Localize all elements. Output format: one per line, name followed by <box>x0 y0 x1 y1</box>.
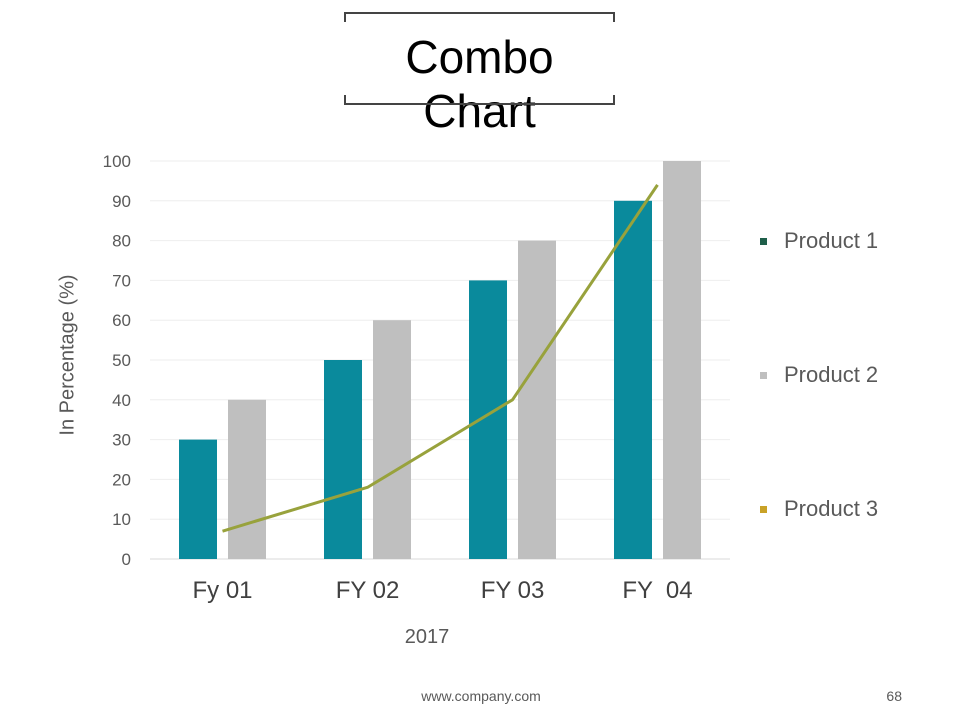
x-axis-label: 2017 <box>404 626 450 648</box>
bar-product-1-3 <box>469 280 507 559</box>
bar-product-1-1 <box>179 439 217 559</box>
legend-swatch-product-1 <box>760 237 767 245</box>
x-tick-label: FY 02 <box>336 577 400 604</box>
bar-product-2-4 <box>663 161 701 559</box>
line-product-3 <box>222 184 659 533</box>
legend-swatch-product-3 <box>760 505 767 513</box>
bar-product-1-2 <box>324 360 362 559</box>
y-tick-label: 0 <box>122 550 131 569</box>
title-frame: Combo Chart <box>344 12 615 137</box>
y-tick-label: 80 <box>112 232 131 251</box>
legend-label-product-3: Product 3 <box>784 496 879 521</box>
bar-product-2-1 <box>228 399 266 559</box>
y-tick-label: 10 <box>112 510 131 529</box>
y-tick-label: 100 <box>103 152 131 171</box>
x-tick-label: Fy 01 <box>192 577 252 604</box>
y-tick-label: 40 <box>112 391 131 410</box>
y-axis-label: In Percentage (%) <box>56 274 79 436</box>
y-tick-label: 90 <box>112 192 131 211</box>
y-tick-label: 30 <box>112 431 131 450</box>
x-tick-label: FY 04 <box>622 577 692 604</box>
title-bracket-top <box>344 12 615 22</box>
y-tick-label: 60 <box>112 311 131 330</box>
legend-item-product-2: Product 2 <box>760 362 878 388</box>
bar-product-2-2 <box>373 320 411 559</box>
legend-item-product-3: Product 3 <box>760 496 878 522</box>
y-tick-label: 20 <box>112 470 131 489</box>
page-number: 68 <box>886 688 902 704</box>
legend-swatch-product-2 <box>760 371 767 379</box>
legend-label-product-1: Product 1 <box>784 228 879 253</box>
y-tick-label: 70 <box>112 271 131 290</box>
title-bracket-bottom <box>344 95 615 105</box>
legend-label-product-2: Product 2 <box>784 362 879 387</box>
x-tick-label: FY 03 <box>481 577 545 604</box>
bar-product-1-4 <box>614 200 652 560</box>
footer-url: www.company.com <box>421 688 541 704</box>
legend-item-product-1: Product 1 <box>760 228 878 254</box>
bar-product-2-3 <box>518 240 556 559</box>
y-tick-label: 50 <box>112 351 131 370</box>
chart-title: Combo Chart <box>405 31 554 137</box>
